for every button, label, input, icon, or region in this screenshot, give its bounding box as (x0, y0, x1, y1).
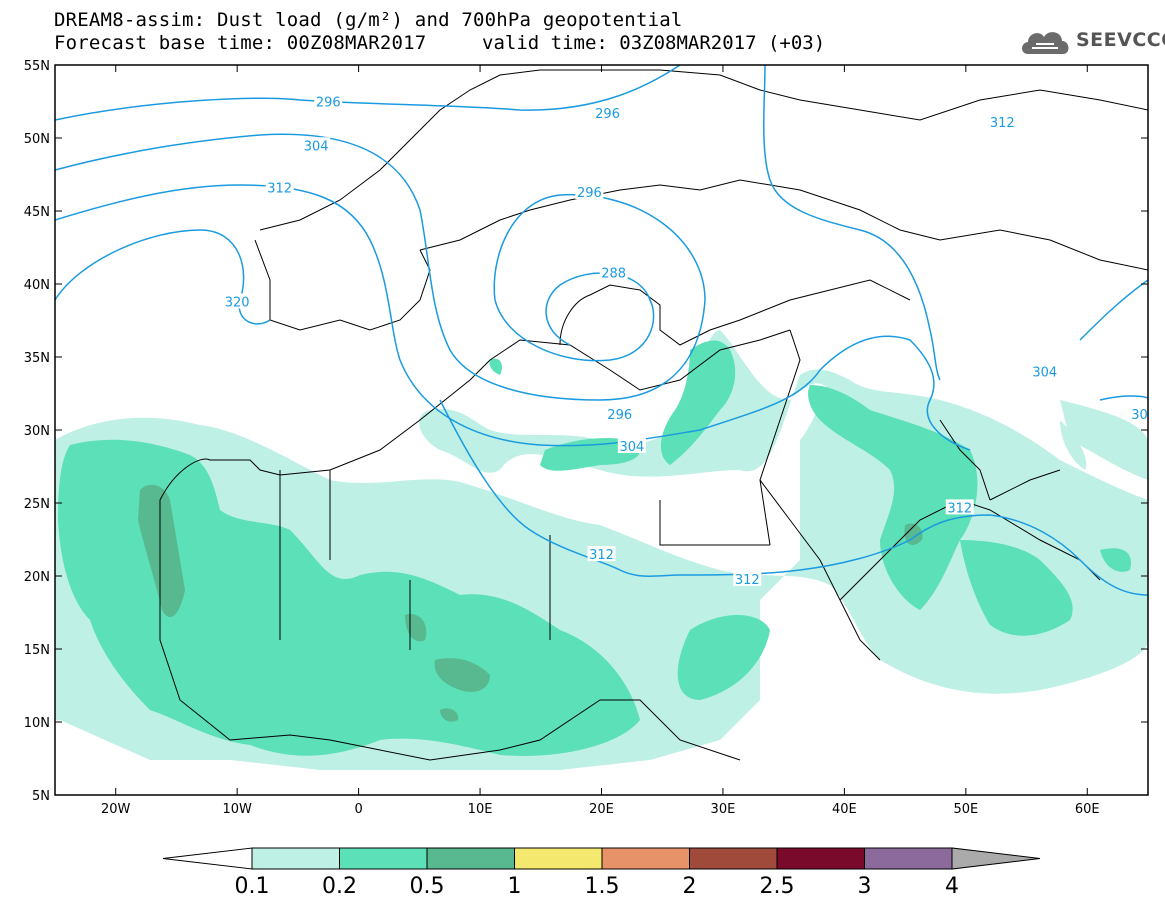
contour-label-bg (988, 113, 1017, 129)
colorbar-swatch (601, 847, 690, 870)
colorbar-swatch (514, 847, 603, 870)
contour-label: 312 (735, 573, 760, 588)
seevccc-logo: SEEVCCC (1018, 24, 1165, 60)
colorbar-label: 2 (683, 874, 697, 899)
contour-label-bg (593, 105, 622, 121)
lon-label: 0 (354, 802, 362, 817)
contour-label-bg (587, 546, 616, 562)
dust-load-field (55, 330, 1148, 770)
contour-label-bg (1030, 363, 1059, 379)
contour-label: 312 (267, 182, 292, 197)
valid-time: valid time: 03Z08MAR2017 (+03) (482, 32, 826, 54)
coastlines-and-borders (159, 69, 1148, 761)
lon-label: 40E (832, 802, 857, 817)
colorbar-label: 4 (945, 874, 959, 899)
contour-label: 312 (947, 501, 972, 516)
colorbar-swatch (339, 847, 428, 870)
forecast-base-time: Forecast base time: 00Z08MAR2017 (54, 32, 427, 54)
contour-label-bg (605, 405, 634, 421)
colorbar-label: 1.5 (585, 874, 620, 899)
colorbar-right-arrow (951, 847, 1041, 870)
lat-label: 25N (24, 497, 50, 512)
contour-label: 296 (595, 107, 620, 122)
contour-label: 296 (607, 408, 632, 423)
colorbar-swatch (251, 847, 340, 870)
contour-label: 320 (225, 296, 250, 311)
contour-label: 296 (577, 186, 602, 201)
colorbar: 0.1 0.2 0.5 1 1.5 2 2.5 3 4 (162, 847, 1041, 899)
contour-label-bg (733, 570, 762, 586)
contour-label-bg (223, 293, 252, 309)
contour-label: 288 (601, 266, 626, 281)
colorbar-swatch (776, 847, 865, 870)
map-title: DREAM8-assim: Dust load (g/m²) and 700hP… (54, 9, 683, 31)
contour-label: 304 (619, 440, 644, 455)
colorbar-swatch (864, 847, 953, 870)
colorbar-left-arrow (162, 847, 253, 870)
lat-label: 5N (32, 789, 50, 804)
contour-label: 304 (1032, 366, 1057, 381)
contour-label: 312 (990, 116, 1015, 131)
contour-label-bg (575, 184, 604, 200)
contour-label: 304 (304, 139, 329, 154)
lat-label: 50N (24, 132, 50, 147)
longitude-axis: 20W 10W 0 10E 20E 30E 40E 50E 60E (101, 65, 1100, 817)
contour-label-bg (1129, 405, 1150, 421)
contour-label-bg (302, 137, 331, 153)
lat-label: 10N (24, 716, 50, 731)
contour-label-bg (617, 438, 646, 454)
lon-label: 30E (711, 802, 736, 817)
contour-label: 312 (589, 548, 614, 563)
lat-label: 15N (24, 643, 50, 658)
colorbar-label: 0.5 (410, 874, 445, 899)
colorbar-label: 2.5 (760, 874, 795, 899)
logo-text: SEEVCCC (1076, 29, 1165, 51)
colorbar-label: 0.2 (322, 874, 357, 899)
contour-labels: 296 296 304 312 312 296 288 320 304 296 30 304 312 31… (223, 93, 1150, 588)
contour-label-bg (314, 93, 343, 109)
lon-label: 20E (589, 802, 614, 817)
colorbar-swatch (689, 847, 778, 870)
colorbar-swatch (426, 847, 515, 870)
geopotential-contours (55, 65, 1148, 596)
lon-label: 10W (222, 802, 252, 817)
lat-label: 30N (24, 424, 50, 439)
lon-label: 60E (1075, 802, 1100, 817)
lat-label: 40N (24, 278, 50, 293)
contour-label-bg (599, 264, 628, 280)
contour-label: 30 (1131, 408, 1148, 423)
contour-label-bg (265, 179, 294, 195)
latitude-axis: 55N 50N 45N 40N 35N 30N 25N 20N 15N 10N 5N (24, 59, 1148, 804)
lon-label: 20W (101, 802, 131, 817)
lat-label: 55N (24, 59, 50, 74)
colorbar-label: 0.1 (235, 874, 270, 899)
cloud-icon (1022, 32, 1069, 54)
lat-label: 20N (24, 570, 50, 585)
colorbar-label: 1 (508, 874, 522, 899)
colorbar-label: 3 (858, 874, 872, 899)
lon-label: 50E (953, 802, 978, 817)
lon-label: 10E (468, 802, 493, 817)
map-frame (54, 64, 1149, 796)
lat-label: 35N (24, 351, 50, 366)
contour-label: 296 (316, 96, 341, 111)
contour-label-bg (945, 499, 974, 515)
lat-label: 45N (24, 205, 50, 220)
